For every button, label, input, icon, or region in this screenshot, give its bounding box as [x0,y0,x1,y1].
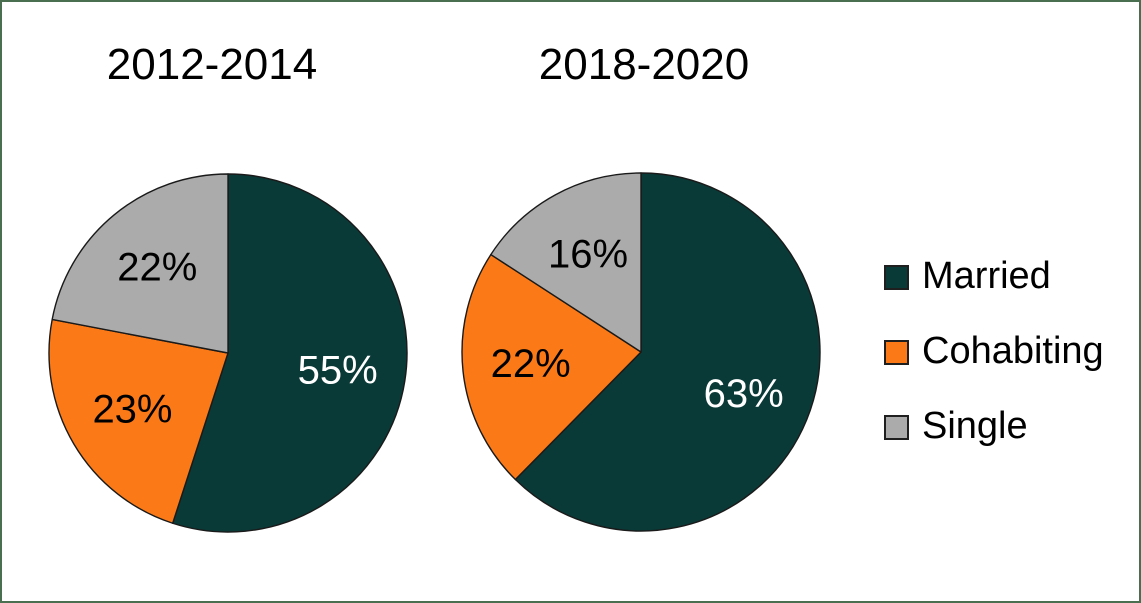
pie-slice-single [51,173,229,354]
legend-item-married: Married [884,254,1104,300]
pie-slice-label: 16% [548,232,628,276]
legend-label: Married [922,255,1051,298]
married-color-swatch [884,264,909,290]
single-color-swatch [884,414,909,440]
chart-legend: Married Cohabiting Single [884,254,1104,450]
legend-item-cohabiting: Cohabiting [884,329,1104,375]
pie-slice-single [490,172,642,353]
legend-item-single: Single [884,404,1104,450]
pie-slice-married [171,173,408,533]
pie-title-2012-2014: 2012-2014 [106,40,318,89]
pie-slice-label: 22% [117,245,197,289]
pie-slice-label: 55% [298,348,378,392]
legend-label: Cohabiting [922,330,1104,373]
pie-slice-label: 63% [704,372,784,416]
pie-slice-label: 23% [92,387,172,431]
pie-slice-married [514,172,821,532]
legend-label: Single [922,405,1028,448]
pie-slice-cohabiting [48,318,229,524]
pie-slice-label: 22% [491,342,571,386]
pie-slice-cohabiting [461,253,642,481]
pie-title-2018-2020: 2018-2020 [538,40,750,89]
cohabiting-color-swatch [884,339,909,365]
